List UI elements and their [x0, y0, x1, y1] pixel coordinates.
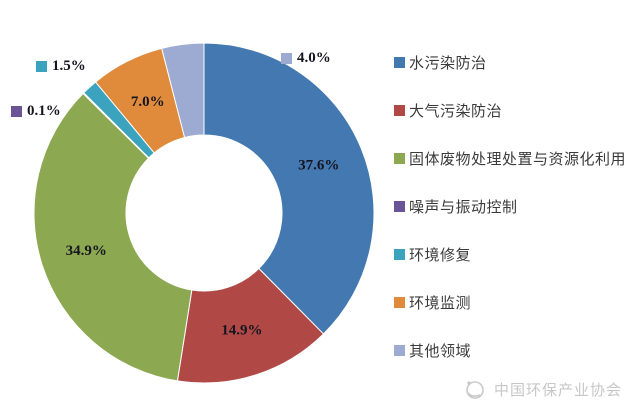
legend-item-water-pollution: 水污染防治 — [394, 52, 626, 72]
legend-label: 其他领域 — [409, 343, 472, 360]
legend-label: 环境修复 — [409, 247, 472, 264]
pie-slice-0 — [203, 42, 375, 335]
legend-key-square — [11, 106, 22, 117]
callout-value: 0.1% — [27, 103, 61, 119]
legend-item-noise-control: 噪声与振动控制 — [394, 196, 626, 216]
watermark-text: 中国环保产业协会 — [494, 382, 623, 399]
legend-item-air-pollution: 大气污染防治 — [394, 100, 626, 120]
legend-key-square — [36, 61, 47, 72]
pie-slice-value-label: 7.0% — [131, 94, 165, 110]
pie-slice-1 — [176, 267, 325, 384]
legend-key-square — [394, 152, 405, 164]
callout-label-noise-control: 0.1% — [11, 103, 61, 120]
callout-label-env-remediation: 1.5% — [36, 58, 86, 75]
legend-label: 大气污染防治 — [409, 103, 503, 120]
legend-key-square — [394, 248, 405, 260]
watermark: 中国环保产业协会 — [462, 376, 622, 402]
pie-slice-value-label: 34.9% — [66, 243, 107, 259]
legend-label: 环境监测 — [409, 295, 472, 312]
legend-item-env-remediation: 环境修复 — [394, 244, 626, 264]
legend-key-square — [394, 56, 405, 68]
legend-item-env-monitoring: 环境监测 — [394, 292, 626, 312]
callout-value: 1.5% — [52, 58, 86, 74]
legend-key-square — [394, 344, 405, 356]
legend-label: 固体废物处理处置与资源化利用 — [409, 151, 627, 168]
callout-label-other-fields: 4.0% — [281, 50, 331, 67]
legend-label: 水污染防治 — [409, 55, 487, 72]
pie-slice-6 — [161, 42, 205, 139]
pie-slice-2 — [33, 92, 193, 382]
legend-label: 噪声与振动控制 — [409, 199, 518, 216]
legend: 水污染防治 大气污染防治 固体废物处理处置与资源化利用 噪声与振动控制 环境修复… — [394, 52, 626, 360]
legend-key-square — [281, 53, 292, 64]
legend-item-other-fields: 其他领域 — [394, 340, 626, 360]
callout-value: 4.0% — [297, 50, 331, 66]
pie-slice-value-label: 37.6% — [298, 157, 339, 173]
legend-key-square — [394, 104, 405, 116]
legend-key-square — [394, 296, 405, 308]
legend-key-square — [394, 200, 405, 212]
caepi-logo-icon — [466, 381, 484, 399]
pie-slice-value-label: 14.9% — [221, 323, 262, 339]
legend-item-solid-waste: 固体废物处理处置与资源化利用 — [394, 148, 626, 168]
